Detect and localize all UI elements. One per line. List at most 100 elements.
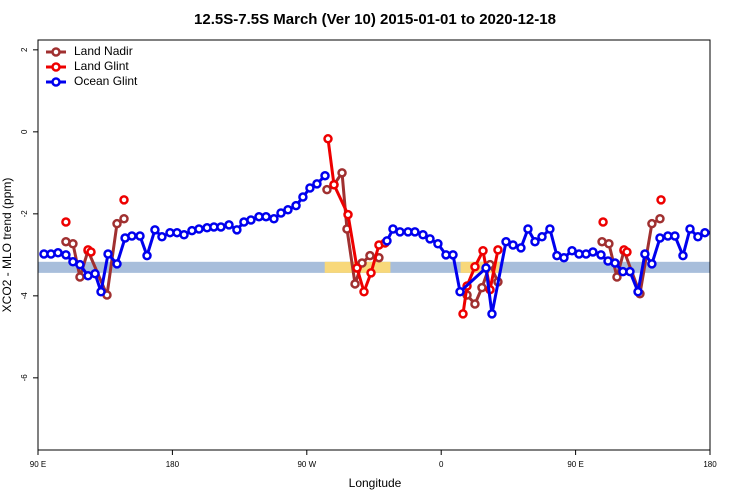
point — [75, 259, 85, 270]
point — [312, 179, 322, 189]
point — [283, 204, 293, 215]
point — [68, 239, 78, 249]
point — [135, 231, 145, 241]
point — [647, 259, 657, 269]
point — [96, 286, 106, 297]
point — [655, 233, 665, 243]
point — [53, 248, 63, 258]
point — [157, 232, 167, 242]
point — [640, 249, 650, 259]
point — [86, 247, 96, 257]
point — [119, 214, 129, 224]
point — [545, 224, 555, 234]
y-tick-label: -6 — [20, 374, 29, 382]
legend-label: Land Glint — [74, 59, 129, 73]
point — [470, 299, 480, 309]
point — [523, 224, 533, 234]
point — [633, 286, 643, 297]
point — [103, 249, 113, 259]
point — [622, 247, 632, 257]
point — [395, 227, 405, 237]
point — [329, 179, 339, 190]
point — [656, 195, 666, 205]
point — [276, 208, 286, 218]
point — [323, 134, 333, 144]
point — [382, 236, 392, 246]
x-tick-label: 90 E — [30, 460, 46, 469]
y-tick-label: -2 — [20, 210, 29, 218]
point — [685, 224, 695, 234]
point — [604, 239, 614, 249]
point — [75, 272, 85, 282]
legend-label: Land Nadir — [74, 44, 133, 58]
legend-marker — [51, 47, 61, 57]
point — [320, 170, 330, 181]
point — [142, 250, 152, 261]
point — [537, 232, 547, 242]
point — [516, 243, 526, 253]
point — [700, 227, 710, 238]
point — [337, 168, 347, 178]
point — [291, 200, 301, 211]
point — [493, 245, 503, 255]
point — [90, 268, 100, 279]
point — [350, 279, 360, 289]
point — [567, 245, 577, 256]
point — [359, 286, 369, 297]
x-tick-label: 0 — [439, 460, 444, 469]
chart-title: 12.5S-7.5S March (Ver 10) 2015-01-01 to … — [194, 11, 556, 28]
point — [61, 217, 71, 227]
point — [588, 247, 598, 257]
point — [343, 209, 353, 220]
point — [433, 239, 443, 249]
point — [670, 231, 680, 241]
x-tick-label: 90 E — [567, 460, 583, 469]
point — [559, 252, 569, 263]
point — [112, 218, 122, 229]
point — [425, 234, 435, 244]
point — [352, 263, 362, 273]
point — [477, 282, 487, 293]
x-tick-label: 180 — [166, 460, 180, 469]
point — [112, 259, 122, 269]
point — [418, 230, 428, 240]
land-band — [460, 261, 500, 273]
point — [448, 250, 458, 260]
y-tick-label: 0 — [20, 129, 29, 134]
point — [598, 217, 608, 227]
point — [194, 224, 204, 234]
point — [261, 211, 271, 222]
point — [322, 184, 332, 195]
point — [298, 192, 308, 202]
y-tick-label: 2 — [20, 47, 29, 52]
point — [374, 252, 384, 263]
point — [487, 309, 497, 319]
point — [612, 272, 622, 282]
series-line — [88, 139, 661, 314]
point — [508, 240, 518, 250]
legend-label: Ocean Glint — [74, 74, 138, 88]
point — [470, 261, 480, 272]
point — [655, 214, 665, 224]
point — [678, 250, 688, 261]
y-axis-label: XCO2 - MLO trend (ppm) — [0, 178, 14, 313]
point — [478, 245, 488, 256]
point — [410, 227, 420, 237]
x-tick-label: 180 — [703, 460, 717, 469]
point — [232, 225, 242, 235]
point — [216, 222, 226, 232]
legend-marker — [51, 77, 61, 87]
point — [119, 195, 129, 205]
point — [61, 250, 71, 260]
point — [305, 183, 315, 193]
point — [224, 220, 234, 230]
point — [127, 231, 137, 241]
point — [596, 250, 606, 260]
point — [366, 268, 376, 278]
point — [365, 250, 375, 261]
plot-frame — [37, 39, 711, 451]
point — [647, 218, 657, 229]
point — [610, 258, 620, 268]
x-tick-label: 90 W — [297, 460, 316, 469]
